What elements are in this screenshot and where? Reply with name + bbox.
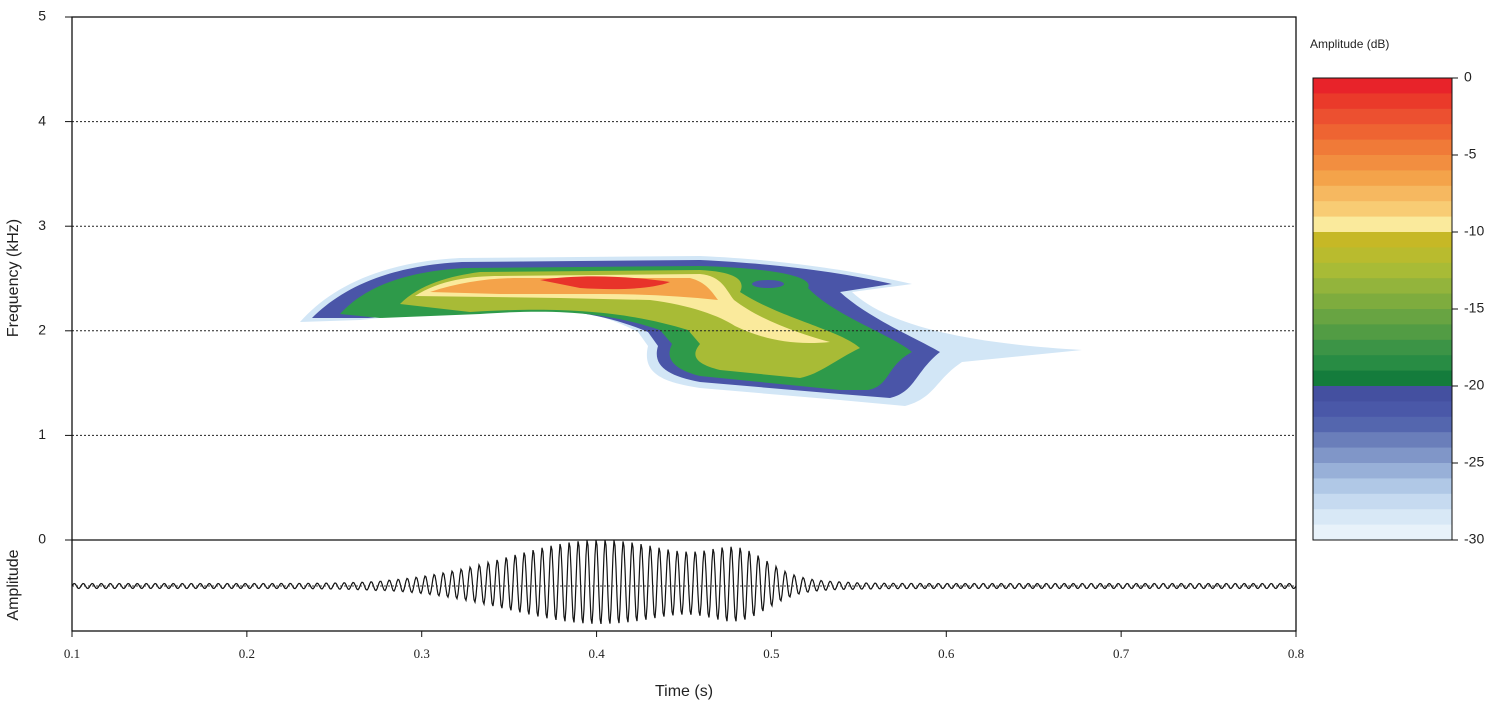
- colorbar-band: [1313, 201, 1452, 218]
- colorbar-title: Amplitude (dB): [1310, 37, 1389, 51]
- plot-frame: [71, 16, 1297, 632]
- colorbar-band: [1313, 509, 1452, 526]
- x-tick-label: 0.5: [763, 646, 779, 661]
- colorbar-tick-label: -30: [1464, 531, 1484, 547]
- colorbar-band: [1313, 216, 1452, 233]
- colorbar-band: [1313, 124, 1452, 141]
- colorbar-band: [1313, 493, 1452, 510]
- x-tick-label: 0.2: [239, 646, 255, 661]
- colorbar-band: [1313, 155, 1452, 171]
- colorbar-band: [1313, 524, 1452, 541]
- oscillogram-label: Amplitude: [5, 549, 22, 620]
- colorbar-band: [1313, 262, 1452, 279]
- colorbar-band: [1313, 355, 1452, 372]
- contour: [540, 276, 670, 290]
- colorbar-band: [1313, 232, 1452, 248]
- colorbar-band: [1313, 478, 1452, 495]
- colorbar-band: [1313, 386, 1452, 402]
- y-axis-label: Frequency (kHz): [5, 219, 22, 337]
- colorbar-band: [1313, 293, 1452, 310]
- colorbar-band: [1313, 339, 1452, 356]
- x-axis-label: Time (s): [655, 683, 713, 700]
- x-tick-label: 0.6: [938, 646, 955, 661]
- colorbar-band: [1313, 185, 1452, 202]
- y-tick-label: 2: [38, 322, 46, 338]
- waveform: [71, 540, 1297, 625]
- colorbar-tick-label: -5: [1464, 146, 1477, 162]
- y-tick-label: 5: [38, 8, 46, 24]
- colorbar-band: [1313, 139, 1452, 156]
- colorbar-band: [1313, 463, 1452, 479]
- colorbar-band: [1313, 278, 1452, 295]
- spectrogram-contours: [300, 256, 1082, 406]
- colorbar-band: [1313, 447, 1452, 464]
- colorbar-band: [1313, 432, 1452, 449]
- y-tick-label: 0: [38, 531, 46, 547]
- colorbar-band: [1313, 78, 1452, 94]
- y-tick-label: 3: [38, 217, 46, 233]
- colorbar-band: [1313, 309, 1452, 325]
- contour-hole: [752, 280, 784, 288]
- colorbar-band: [1313, 93, 1452, 110]
- y-tick-label: 4: [38, 112, 46, 128]
- x-tick-label: 0.3: [414, 646, 430, 661]
- x-tick-label: 0.7: [1113, 646, 1130, 661]
- colorbar-tick-label: 0: [1464, 69, 1472, 85]
- x-tick-label: 0.4: [588, 646, 605, 661]
- colorbar-band: [1313, 324, 1452, 341]
- y-tick-label: 1: [38, 426, 46, 442]
- colorbar-tick-label: -15: [1464, 300, 1484, 316]
- colorbar-tick-label: -20: [1464, 377, 1484, 393]
- colorbar-band: [1313, 170, 1452, 187]
- colorbar-tick-label: -10: [1464, 223, 1484, 239]
- colorbar-band: [1313, 108, 1452, 125]
- colorbar-band: [1313, 247, 1452, 264]
- colorbar-band: [1313, 370, 1452, 387]
- x-tick-label: 0.8: [1288, 646, 1304, 661]
- colorbar-tick-label: -25: [1464, 454, 1484, 470]
- colorbar-band: [1313, 416, 1452, 433]
- x-tick-label: 0.1: [64, 646, 80, 661]
- colorbar-band: [1313, 401, 1452, 418]
